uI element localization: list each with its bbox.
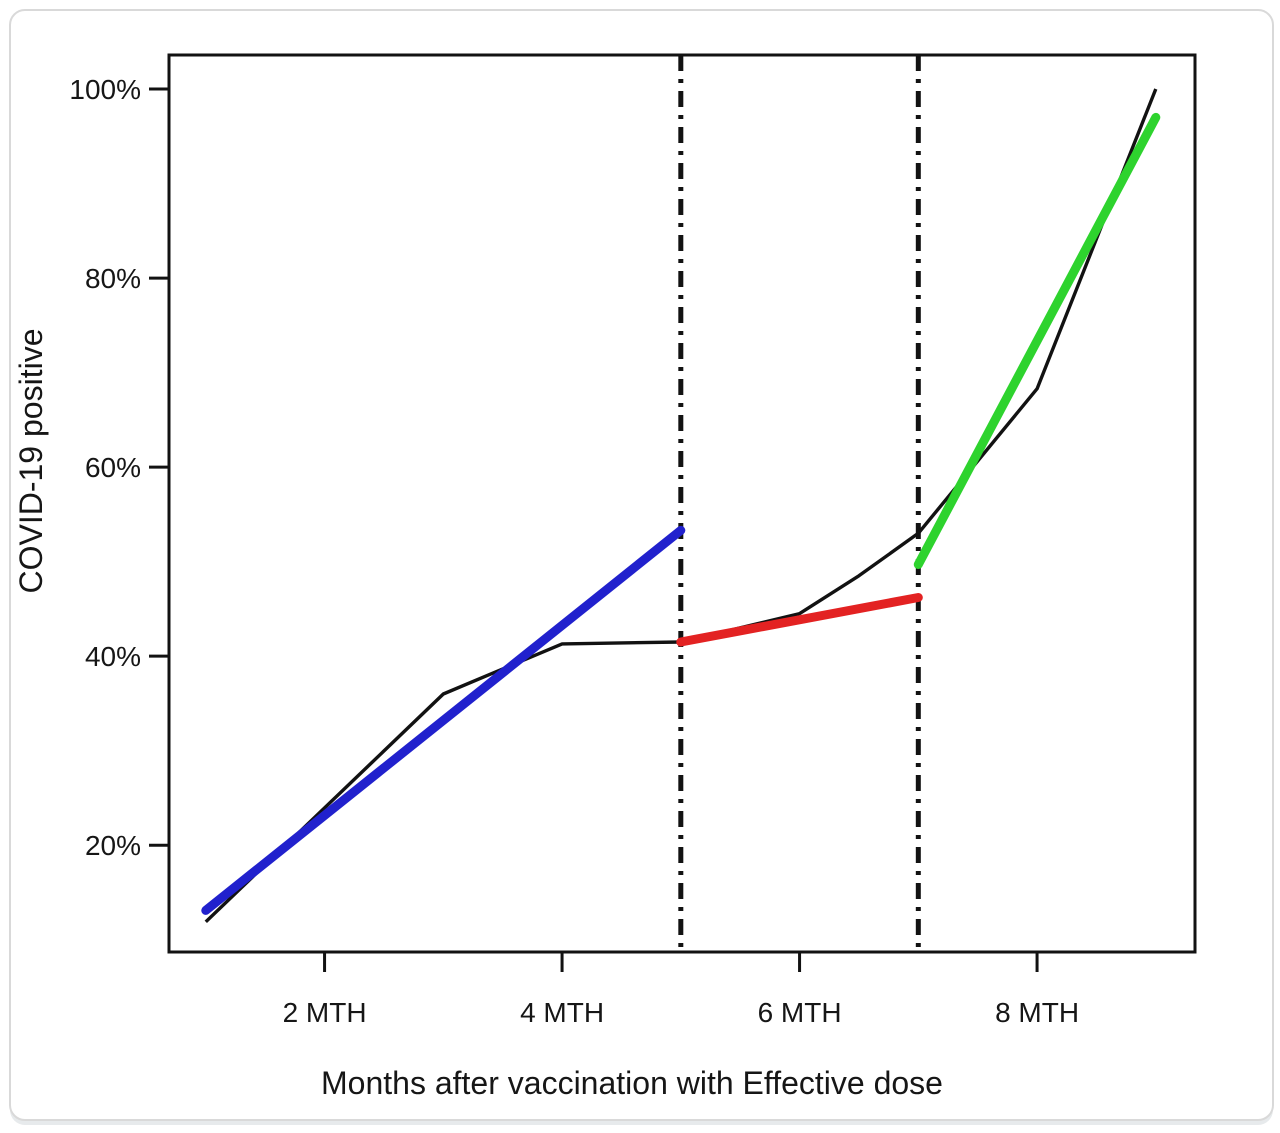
y-tick-label: 40% [85,641,141,672]
reference-lines [678,55,921,952]
y-tick-label: 100% [69,74,141,105]
x-tick-label: 8 MTH [995,997,1079,1028]
x-axis-ticks: 2 MTH 4 MTH 6 MTH 8 MTH [283,952,1079,1028]
y-tick-label: 80% [85,263,141,294]
x-tick-label: 6 MTH [758,997,842,1028]
data-series [201,88,1161,924]
x-tick-label: 4 MTH [520,997,604,1028]
x-axis-title: Months after vaccination with Effective … [321,1065,943,1101]
series-trend-months-1-5 [201,525,686,915]
y-axis-ticks: 20% 40% 60% 80% 100% [69,74,169,861]
series-observed-covid19-positive [204,88,1158,924]
series-trend-months-7-9 [913,112,1161,569]
y-tick-label: 60% [85,452,141,483]
y-axis-title: COVID-19 positive [13,329,49,594]
series-trend-months-5-7 [676,593,923,647]
y-tick-label: 20% [85,830,141,861]
x-tick-label: 2 MTH [283,997,367,1028]
